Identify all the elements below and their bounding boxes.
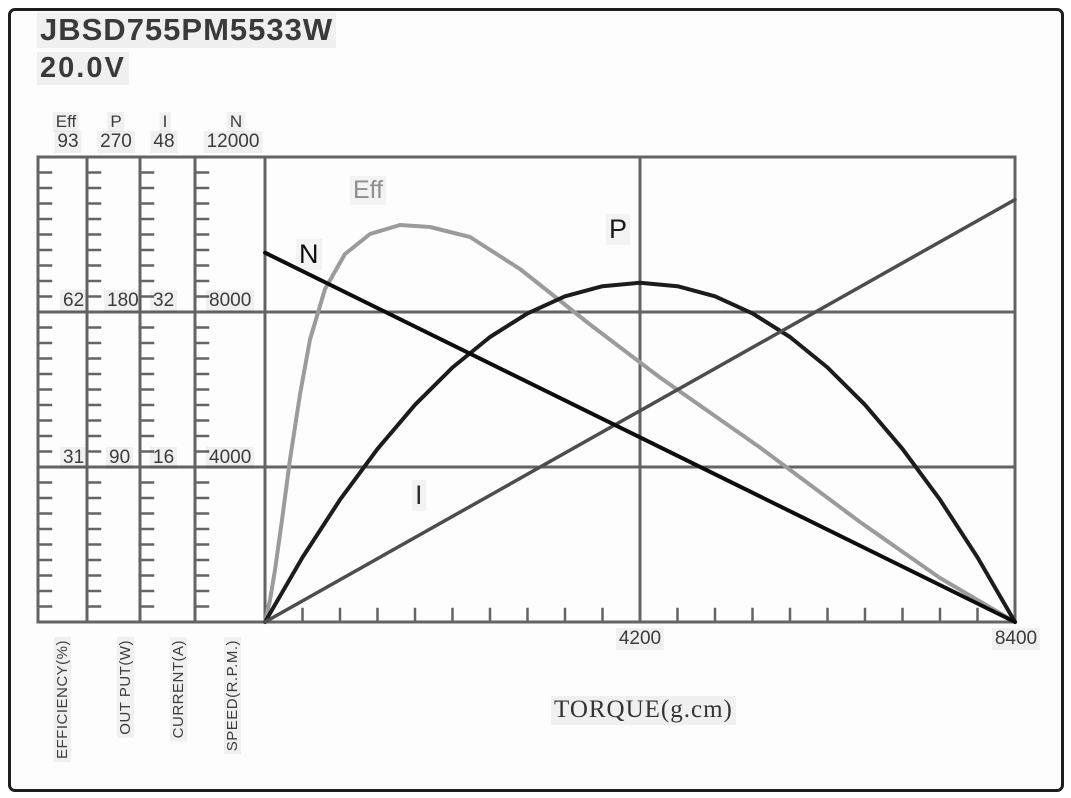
chart-title: JBSD755PM5533W [37,12,337,48]
axis-name-speed: SPEED(R.P.M.) [224,637,242,755]
curve-label-eff: Eff [350,176,387,205]
axis-header-n: N [226,112,246,132]
axis-max-i: 48 [150,131,178,153]
axis-name-efficiency: EFFICIENCY(%) [54,637,72,762]
x-axis-title: TORQUE(g.cm) [551,696,736,725]
tick-i-32: 32 [150,290,178,312]
xtick-8400: 8400 [991,628,1041,650]
axis-max-n: 12000 [203,131,263,153]
axis-name-current: CURRENT(A) [170,637,188,742]
tick-eff-62: 62 [60,290,88,312]
axis-header-p: P [107,112,125,132]
voltage-label: 20.0V [37,52,129,86]
tick-i-16: 16 [150,447,178,469]
outer-border [8,8,1064,792]
xtick-4200: 4200 [615,628,665,650]
tick-eff-31: 31 [60,447,88,469]
axis-max-eff: 93 [54,131,82,153]
tick-p-180: 180 [104,290,142,312]
axis-header-i: I [159,112,171,132]
curve-label-p: P [606,214,631,246]
tick-n-4000: 4000 [206,447,255,469]
tick-p-90: 90 [106,447,134,469]
curve-label-i: I [412,480,426,512]
axis-name-output: OUT PUT(W) [117,637,135,738]
tick-n-8000: 8000 [206,290,255,312]
axis-max-p: 270 [97,131,135,153]
curve-label-n: N [296,239,322,271]
axis-header-eff: Eff [52,112,80,132]
